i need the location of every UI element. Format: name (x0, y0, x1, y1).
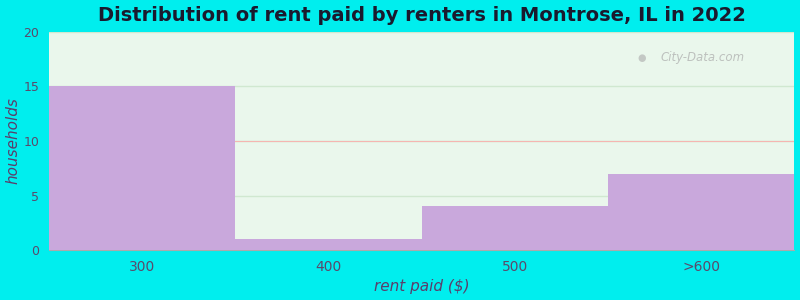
Text: ●: ● (638, 53, 646, 63)
Y-axis label: households: households (6, 98, 21, 184)
Bar (422, 206, 608, 250)
Bar (608, 174, 794, 250)
X-axis label: rent paid ($): rent paid ($) (374, 279, 470, 294)
Bar (49, 86, 235, 250)
Bar (235, 239, 422, 250)
Text: City-Data.com: City-Data.com (660, 51, 744, 64)
Title: Distribution of rent paid by renters in Montrose, IL in 2022: Distribution of rent paid by renters in … (98, 6, 746, 25)
